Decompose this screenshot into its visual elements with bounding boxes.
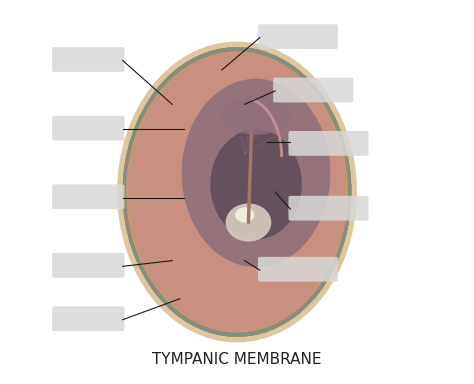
Ellipse shape <box>123 48 351 336</box>
Ellipse shape <box>124 48 350 336</box>
Ellipse shape <box>124 49 350 335</box>
Ellipse shape <box>123 48 351 336</box>
Ellipse shape <box>123 47 351 337</box>
Ellipse shape <box>124 49 350 335</box>
Ellipse shape <box>123 47 351 337</box>
Ellipse shape <box>124 49 350 335</box>
Ellipse shape <box>123 47 351 337</box>
FancyBboxPatch shape <box>258 24 338 49</box>
FancyBboxPatch shape <box>289 196 368 220</box>
Ellipse shape <box>124 49 350 335</box>
Ellipse shape <box>210 129 302 240</box>
Ellipse shape <box>124 49 350 335</box>
Ellipse shape <box>125 50 349 334</box>
Ellipse shape <box>124 49 350 335</box>
Ellipse shape <box>125 50 349 334</box>
Ellipse shape <box>226 204 271 242</box>
Ellipse shape <box>124 49 350 335</box>
Ellipse shape <box>125 50 349 334</box>
Ellipse shape <box>123 48 351 336</box>
Ellipse shape <box>123 48 351 336</box>
Ellipse shape <box>123 48 351 336</box>
FancyBboxPatch shape <box>273 78 353 103</box>
Ellipse shape <box>123 48 351 336</box>
Ellipse shape <box>124 49 350 335</box>
Ellipse shape <box>124 48 350 336</box>
Ellipse shape <box>123 48 351 336</box>
Ellipse shape <box>123 48 351 336</box>
Ellipse shape <box>123 48 351 336</box>
Ellipse shape <box>123 48 351 336</box>
FancyBboxPatch shape <box>52 253 125 278</box>
Ellipse shape <box>124 49 350 335</box>
Ellipse shape <box>124 50 350 334</box>
Ellipse shape <box>125 50 349 334</box>
Ellipse shape <box>123 48 351 336</box>
Ellipse shape <box>124 48 350 336</box>
Ellipse shape <box>123 47 351 337</box>
Ellipse shape <box>125 50 349 334</box>
Ellipse shape <box>123 47 351 337</box>
Ellipse shape <box>235 207 254 222</box>
Ellipse shape <box>124 48 350 336</box>
Ellipse shape <box>124 49 350 335</box>
Ellipse shape <box>124 49 350 335</box>
FancyBboxPatch shape <box>289 131 368 156</box>
FancyBboxPatch shape <box>52 306 125 331</box>
FancyBboxPatch shape <box>258 257 338 281</box>
Ellipse shape <box>125 50 349 334</box>
Ellipse shape <box>124 49 350 335</box>
Ellipse shape <box>123 48 351 336</box>
Ellipse shape <box>222 97 291 135</box>
Ellipse shape <box>124 48 350 336</box>
Ellipse shape <box>124 48 350 336</box>
Ellipse shape <box>123 48 351 336</box>
FancyBboxPatch shape <box>52 116 125 141</box>
Text: TYMPANIC MEMBRANE: TYMPANIC MEMBRANE <box>152 353 322 367</box>
Ellipse shape <box>123 48 351 336</box>
Ellipse shape <box>123 48 351 336</box>
Ellipse shape <box>123 48 351 336</box>
FancyBboxPatch shape <box>52 184 125 209</box>
Ellipse shape <box>182 79 330 267</box>
Ellipse shape <box>123 47 351 337</box>
FancyBboxPatch shape <box>52 47 125 72</box>
Ellipse shape <box>125 50 349 334</box>
Ellipse shape <box>125 50 349 334</box>
Ellipse shape <box>125 50 349 334</box>
Ellipse shape <box>123 47 351 337</box>
Ellipse shape <box>126 51 348 333</box>
Ellipse shape <box>124 48 350 336</box>
Ellipse shape <box>125 50 349 334</box>
Ellipse shape <box>125 50 349 334</box>
Ellipse shape <box>124 49 350 335</box>
Ellipse shape <box>124 49 350 335</box>
Ellipse shape <box>125 50 349 334</box>
Ellipse shape <box>124 50 350 334</box>
Ellipse shape <box>124 49 350 335</box>
Ellipse shape <box>125 50 349 334</box>
Ellipse shape <box>124 48 350 336</box>
